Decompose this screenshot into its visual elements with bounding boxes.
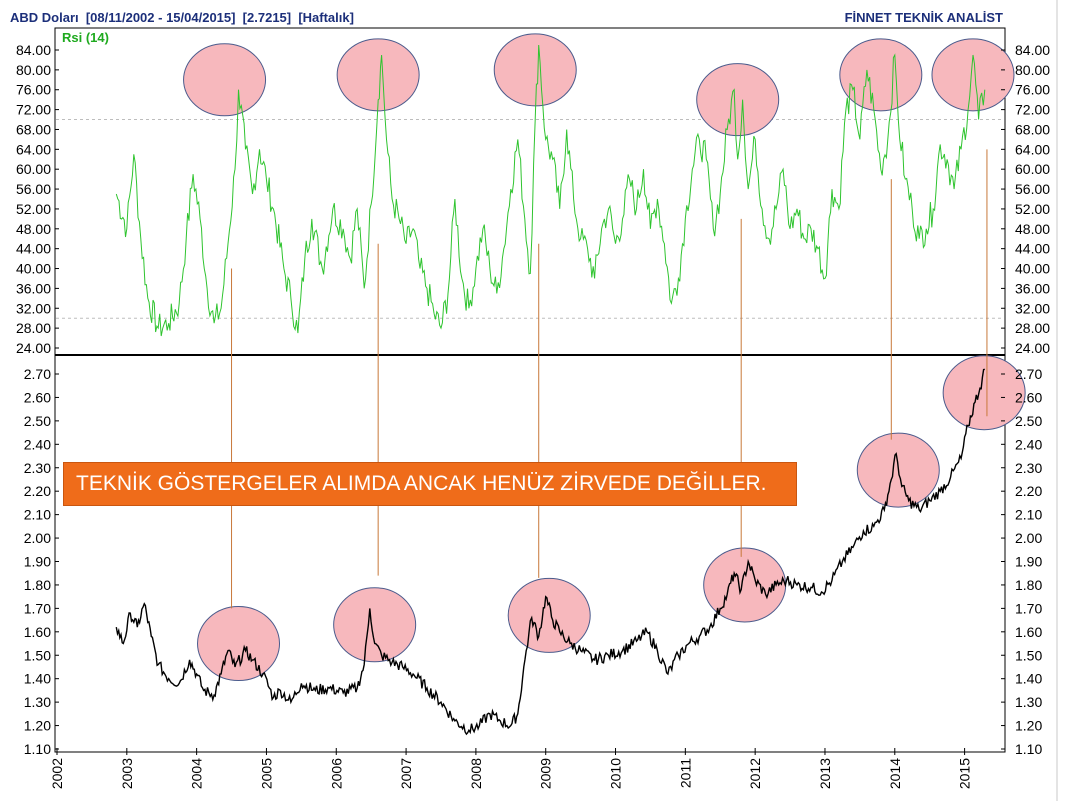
- rsi-ytick-label: 32.00: [1015, 300, 1050, 316]
- rsi-ytick-label: 44.00: [1015, 241, 1050, 257]
- price-ytick-label: 1.90: [1015, 554, 1042, 570]
- rsi-ytick-label: 48.00: [1015, 221, 1050, 237]
- rsi-ytick-label: 72.00: [16, 102, 51, 118]
- xtick-label: 2010: [608, 758, 624, 789]
- xtick-label: 2007: [398, 758, 414, 789]
- rsi-ytick-label: 52.00: [16, 201, 51, 217]
- price-ytick-label: 1.20: [1015, 718, 1042, 734]
- xtick-label: 2013: [817, 758, 833, 789]
- rsi-highlight-circle: [696, 63, 780, 137]
- rsi-ytick-label: 68.00: [1015, 121, 1050, 137]
- price-ytick-label: 1.40: [1015, 671, 1042, 687]
- price-ytick-label: 1.50: [24, 647, 51, 663]
- price-ytick-label: 2.00: [24, 530, 51, 546]
- rsi-ytick-label: 40.00: [16, 261, 51, 277]
- rsi-ytick-label: 56.00: [1015, 181, 1050, 197]
- rsi-ytick-label: 84.00: [16, 42, 51, 58]
- price-ytick-label: 2.10: [1015, 507, 1042, 523]
- price-ytick-label: 2.50: [24, 413, 51, 429]
- rsi-ytick-label: 64.00: [1015, 141, 1050, 157]
- rsi-ytick-label: 28.00: [1015, 320, 1050, 336]
- rsi-ytick-label: 44.00: [16, 241, 51, 257]
- xtick-label: 2003: [119, 758, 135, 789]
- rsi-ytick-label: 40.00: [1015, 261, 1050, 277]
- price-ytick-label: 2.00: [1015, 530, 1042, 546]
- price-ytick-label: 1.20: [24, 718, 51, 734]
- rsi-ytick-label: 60.00: [16, 161, 51, 177]
- price-ytick-label: 1.10: [1015, 741, 1042, 757]
- price-highlight-circle: [333, 587, 417, 663]
- xtick-label: 2005: [258, 758, 274, 789]
- xtick-label: 2009: [538, 758, 554, 789]
- price-ytick-label: 2.10: [24, 507, 51, 523]
- price-ytick-label: 1.70: [24, 600, 51, 616]
- price-ytick-label: 2.70: [24, 366, 51, 382]
- xtick-label: 2011: [677, 758, 693, 788]
- xtick-label: 2015: [957, 758, 973, 789]
- price-ytick-label: 1.80: [1015, 577, 1042, 593]
- rsi-ytick-label: 68.00: [16, 121, 51, 137]
- price-ytick-label: 2.60: [24, 389, 51, 405]
- rsi-highlight-circle: [183, 43, 267, 117]
- rsi-ytick-label: 28.00: [16, 320, 51, 336]
- rsi-ytick-label: 36.00: [1015, 280, 1050, 296]
- chart-header-brand: FİNNET TEKNİK ANALİST: [844, 10, 1003, 25]
- price-ytick-label: 2.40: [24, 436, 51, 452]
- rsi-highlight-circle: [336, 38, 420, 112]
- rsi-highlight-circle: [839, 38, 923, 112]
- price-highlight-circle: [507, 577, 591, 653]
- xtick-label: 2012: [747, 758, 763, 789]
- price-ytick-label: 2.20: [1015, 483, 1042, 499]
- rsi-ytick-label: 32.00: [16, 300, 51, 316]
- rsi-ytick-label: 76.00: [1015, 82, 1050, 98]
- price-ytick-label: 1.70: [1015, 600, 1042, 616]
- price-highlight-circle: [197, 606, 281, 682]
- rsi-ytick-label: 48.00: [16, 221, 51, 237]
- rsi-ytick-label: 24.00: [16, 340, 51, 356]
- price-ytick-label: 1.10: [24, 741, 51, 757]
- price-ytick-label: 1.30: [24, 694, 51, 710]
- xtick-label: 2002: [49, 758, 65, 789]
- price-ytick-label: 1.30: [1015, 694, 1042, 710]
- price-ytick-label: 2.40: [1015, 436, 1042, 452]
- price-ytick-label: 1.90: [24, 554, 51, 570]
- rsi-ytick-label: 52.00: [1015, 201, 1050, 217]
- rsi-highlight-circle: [493, 33, 577, 107]
- rsi-ytick-label: 76.00: [16, 82, 51, 98]
- xtick-label: 2014: [887, 758, 903, 789]
- xtick-label: 2008: [468, 758, 484, 789]
- rsi-ytick-label: 64.00: [16, 141, 51, 157]
- price-highlight-circle: [942, 355, 1026, 431]
- rsi-ytick-label: 60.00: [1015, 161, 1050, 177]
- price-ytick-label: 1.40: [24, 671, 51, 687]
- rsi-label: Rsi (14): [62, 30, 109, 45]
- price-ytick-label: 2.60: [1015, 389, 1042, 405]
- rsi-ytick-label: 36.00: [16, 280, 51, 296]
- price-series-line: [115, 368, 985, 736]
- price-ytick-label: 1.60: [24, 624, 51, 640]
- price-ytick-label: 2.30: [1015, 460, 1042, 476]
- rsi-ytick-label: 80.00: [1015, 62, 1050, 78]
- price-ytick-label: 1.80: [24, 577, 51, 593]
- rsi-ytick-label: 80.00: [16, 62, 51, 78]
- xtick-label: 2004: [189, 758, 205, 789]
- rsi-series-line: [115, 44, 986, 337]
- price-ytick-label: 1.50: [1015, 647, 1042, 663]
- price-ytick-label: 1.60: [1015, 624, 1042, 640]
- price-ytick-label: 2.70: [1015, 366, 1042, 382]
- price-highlight-circle: [703, 547, 787, 623]
- price-ytick-label: 2.30: [24, 460, 51, 476]
- rsi-ytick-label: 24.00: [1015, 340, 1050, 356]
- price-ytick-label: 2.50: [1015, 413, 1042, 429]
- price-ytick-label: 2.20: [24, 483, 51, 499]
- rsi-ytick-label: 56.00: [16, 181, 51, 197]
- rsi-ytick-label: 84.00: [1015, 42, 1050, 58]
- rsi-ytick-label: 72.00: [1015, 102, 1050, 118]
- rsi-highlight-circle: [931, 38, 1015, 112]
- chart-header-title: ABD Doları [08/11/2002 - 15/04/2015] [2.…: [10, 10, 354, 25]
- annotation-banner: TEKNİK GÖSTERGELER ALIMDA ANCAK HENÜZ Zİ…: [63, 462, 797, 506]
- xtick-label: 2006: [328, 758, 344, 789]
